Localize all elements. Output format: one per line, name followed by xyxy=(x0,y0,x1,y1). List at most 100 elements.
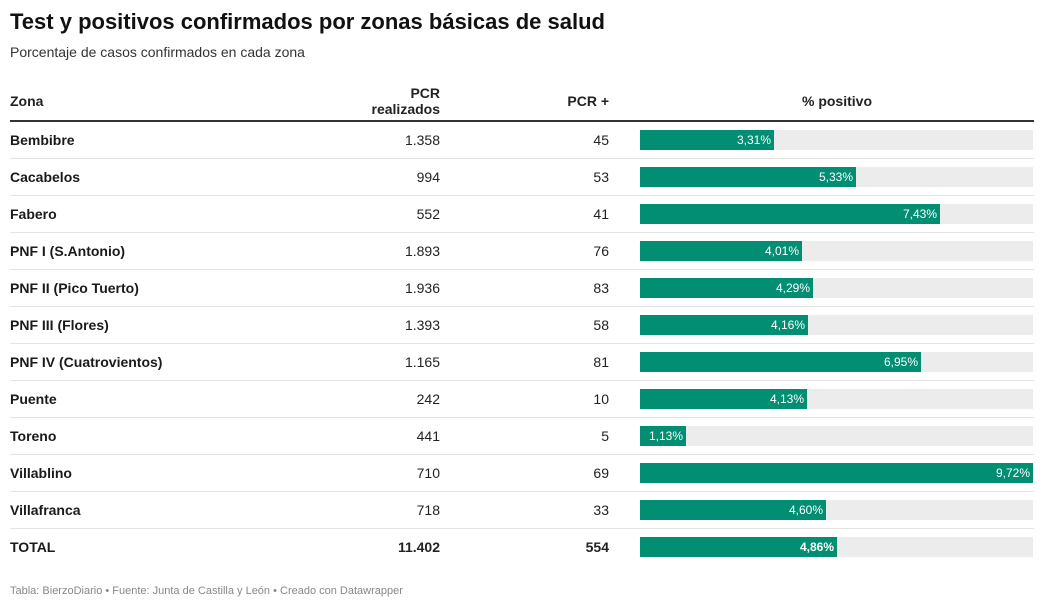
bar-track: 9,72% xyxy=(640,463,1033,483)
spacer-cell xyxy=(609,343,640,381)
bar-value-label: 1,13% xyxy=(648,429,683,443)
zona-cell: PNF II (Pico Tuerto) xyxy=(10,269,340,307)
pcr-positivos-cell: 76 xyxy=(440,232,609,270)
header-pct-positivo[interactable]: % positivo xyxy=(640,82,1034,122)
bar-value-label: 5,33% xyxy=(818,170,853,184)
bar-value-label: 4,86% xyxy=(799,540,834,554)
pcr-positivos-cell: 58 xyxy=(440,306,609,344)
page-subtitle: Porcentaje de casos confirmados en cada … xyxy=(10,44,305,60)
table-row: Villablino 710 69 9,72% xyxy=(10,454,1034,492)
zona-cell: Villafranca xyxy=(10,491,340,529)
bar-track: 4,16% xyxy=(640,315,1033,335)
pcr-positivos-cell: 5 xyxy=(440,417,609,455)
header-row: Zona PCR realizados PCR + % positivo xyxy=(10,82,1034,122)
bar-fill xyxy=(640,241,802,261)
bar-track: 4,60% xyxy=(640,500,1033,520)
spacer-cell xyxy=(609,417,640,455)
table-row: Villafranca 718 33 4,60% xyxy=(10,491,1034,529)
bar-value-label: 4,60% xyxy=(788,503,823,517)
spacer-cell xyxy=(609,454,640,492)
zona-cell: PNF I (S.Antonio) xyxy=(10,232,340,270)
pcr-realizados-cell: 1.893 xyxy=(340,232,440,270)
spacer-cell xyxy=(609,529,640,566)
pct-bar-cell: 1,13% xyxy=(640,417,1034,455)
pcr-positivos-cell: 69 xyxy=(440,454,609,492)
table-row: Fabero 552 41 7,43% xyxy=(10,195,1034,233)
pct-bar-cell: 3,31% xyxy=(640,121,1034,159)
zona-cell: Toreno xyxy=(10,417,340,455)
header-spacer xyxy=(609,82,640,122)
pct-bar-cell: 9,72% xyxy=(640,454,1034,492)
pcr-positivos-cell: 554 xyxy=(585,539,609,555)
bar-value-label: 9,72% xyxy=(995,466,1030,480)
table-row: PNF II (Pico Tuerto) 1.936 83 4,29% xyxy=(10,269,1034,307)
bar-value-label: 3,31% xyxy=(736,133,771,147)
bar-track: 3,31% xyxy=(640,130,1033,150)
bar-track: 4,86% xyxy=(640,537,1033,557)
spacer-cell xyxy=(609,232,640,270)
bar-fill xyxy=(640,352,921,372)
bar-track: 5,33% xyxy=(640,167,1033,187)
bar-value-label: 6,95% xyxy=(883,355,918,369)
zona-cell: TOTAL xyxy=(10,539,56,555)
bar-track: 7,43% xyxy=(640,204,1033,224)
page-title: Test y positivos confirmados por zonas b… xyxy=(10,9,605,34)
pct-bar-cell: 5,33% xyxy=(640,158,1034,196)
pcr-realizados-cell: 242 xyxy=(340,380,440,418)
pcr-realizados-cell: 1.936 xyxy=(340,269,440,307)
bar-value-label: 7,43% xyxy=(902,207,937,221)
pcr-realizados-cell: 710 xyxy=(340,454,440,492)
bar-fill xyxy=(640,130,774,150)
pcr-realizados-cell: 1.393 xyxy=(340,306,440,344)
pcr-realizados-cell: 552 xyxy=(340,195,440,233)
pct-bar-cell: 4,16% xyxy=(640,306,1034,344)
header-zona[interactable]: Zona xyxy=(10,82,340,122)
pcr-realizados-cell: 11.402 xyxy=(397,539,440,555)
zona-cell: Fabero xyxy=(10,195,340,233)
table-row: Bembibre 1.358 45 3,31% xyxy=(10,121,1034,159)
header-pcr-realizados[interactable]: PCR realizados xyxy=(340,82,440,122)
bar-track: 4,01% xyxy=(640,241,1033,261)
spacer-cell xyxy=(609,380,640,418)
bar-fill xyxy=(640,278,813,298)
pcr-positivos-cell: 81 xyxy=(440,343,609,381)
bar-value-label: 4,13% xyxy=(769,392,804,406)
table-row: PNF IV (Cuatrovientos) 1.165 81 6,95% xyxy=(10,343,1034,381)
zona-cell: Bembibre xyxy=(10,121,340,159)
bar-value-label: 4,29% xyxy=(775,281,810,295)
zona-cell: Villablino xyxy=(10,454,340,492)
bar-value-label: 4,01% xyxy=(764,244,799,258)
spacer-cell xyxy=(609,195,640,233)
pct-bar-cell: 4,86% xyxy=(640,529,1034,566)
footer-credits: Tabla: BierzoDiario • Fuente: Junta de C… xyxy=(10,585,403,597)
zona-cell: PNF III (Flores) xyxy=(10,306,340,344)
bar-fill xyxy=(640,204,940,224)
pct-bar-cell: 4,01% xyxy=(640,232,1034,270)
pct-bar-cell: 7,43% xyxy=(640,195,1034,233)
pcr-realizados-cell: 441 xyxy=(340,417,440,455)
pcr-positivos-cell: 83 xyxy=(440,269,609,307)
bar-fill xyxy=(640,167,856,187)
header-pcr-positivos[interactable]: PCR + xyxy=(440,82,609,122)
zona-cell: Puente xyxy=(10,380,340,418)
spacer-cell xyxy=(609,158,640,196)
table-row: Puente 242 10 4,13% xyxy=(10,380,1034,418)
bar-track: 1,13% xyxy=(640,426,1033,446)
pct-bar-cell: 6,95% xyxy=(640,343,1034,381)
pcr-realizados-cell: 1.165 xyxy=(340,343,440,381)
bar-track: 4,13% xyxy=(640,389,1033,409)
pct-bar-cell: 4,60% xyxy=(640,491,1034,529)
table-row: PNF III (Flores) 1.393 58 4,16% xyxy=(10,306,1034,344)
data-table: Zona PCR realizados PCR + % positivo Bem… xyxy=(10,82,1034,565)
bar-fill xyxy=(640,537,837,557)
zona-cell: PNF IV (Cuatrovientos) xyxy=(10,343,340,381)
bar-track: 4,29% xyxy=(640,278,1033,298)
bar-fill xyxy=(640,463,1033,483)
pct-bar-cell: 4,29% xyxy=(640,269,1034,307)
table-body: Bembibre 1.358 45 3,31% Cacabelos 994 53 5,33% F… xyxy=(10,121,1034,565)
bar-fill xyxy=(640,389,807,409)
pct-bar-cell: 4,13% xyxy=(640,380,1034,418)
pcr-realizados-cell: 1.358 xyxy=(340,121,440,159)
bar-value-label: 4,16% xyxy=(770,318,805,332)
table-row: PNF I (S.Antonio) 1.893 76 4,01% xyxy=(10,232,1034,270)
